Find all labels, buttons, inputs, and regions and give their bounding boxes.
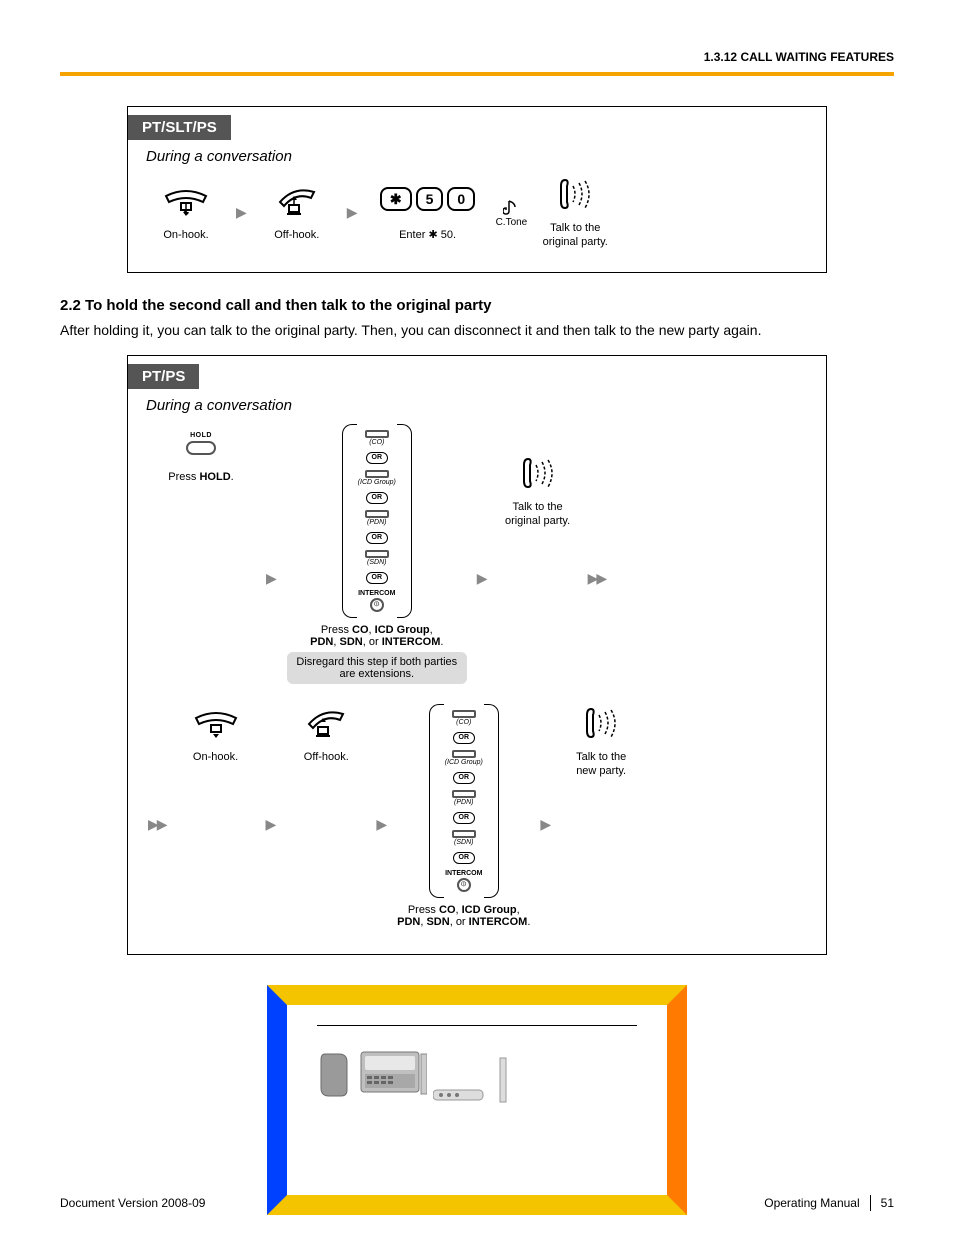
arrow-icon: ▶ xyxy=(264,570,279,587)
step-label: On-hook. xyxy=(193,750,238,764)
handset-up-icon xyxy=(301,708,351,740)
footer-divider xyxy=(870,1195,871,1211)
press-co-label: Press CO, ICD Group,PDN, SDN, or INTERCO… xyxy=(310,624,443,648)
handset-up-icon xyxy=(272,186,322,218)
talking-handset-icon xyxy=(555,178,595,212)
arrow-icon: ▶ xyxy=(345,204,360,221)
intercom-button-icon: INTERCOM⦶ xyxy=(358,590,395,612)
header-rule xyxy=(60,72,894,76)
context-label: During a conversation xyxy=(146,397,808,414)
pdn-button-icon: (PDN) xyxy=(452,790,476,806)
hold-button-icon: HOLD xyxy=(186,432,216,455)
phone-type-tag: PT/PS xyxy=(128,364,199,389)
arrow-icon: ▶ xyxy=(264,816,279,833)
step-label: Press HOLD. xyxy=(168,470,233,484)
phone-type-tag: PT/SLT/PS xyxy=(128,115,231,140)
step-label: On-hook. xyxy=(163,228,208,242)
key-5: 5 xyxy=(416,187,444,211)
line-button-choice: (CO) OR (ICD Group) OR (PDN) OR (SDN) OR… xyxy=(429,704,499,898)
step-label: Talk to the original party. xyxy=(505,500,570,529)
handset-down-icon xyxy=(161,188,211,216)
section-number: 1.3.12 xyxy=(704,50,737,64)
talking-handset-icon xyxy=(581,707,621,741)
subsection-heading: 2.2 To hold the second call and then tal… xyxy=(60,297,894,314)
arrow-icon: ▶ xyxy=(374,816,389,833)
section-title: CALL WAITING FEATURES xyxy=(740,50,894,64)
context-label: During a conversation xyxy=(146,148,808,165)
step-talk-new: Talk to the new party. xyxy=(561,704,641,779)
pdn-button-icon: (PDN) xyxy=(365,510,389,526)
arrow-icon: ▶ xyxy=(234,204,249,221)
co-button-icon: (CO) xyxy=(365,430,389,446)
ctone-label: C.Tone xyxy=(496,217,528,228)
icd-button-icon: (ICD Group) xyxy=(445,750,483,766)
co-button-icon: (CO) xyxy=(452,710,476,726)
step-talk: Talk to the original party. xyxy=(535,175,615,250)
or-label: OR xyxy=(453,852,476,864)
step-label: Talk to the new party. xyxy=(576,750,626,779)
or-label: OR xyxy=(453,732,476,744)
page-number: 51 xyxy=(881,1196,894,1210)
or-label: OR xyxy=(453,772,476,784)
page-header: 1.3.12 CALL WAITING FEATURES xyxy=(60,50,894,72)
stand-icon xyxy=(499,1056,507,1104)
handset-down-icon xyxy=(191,710,241,738)
phone-photo-icon xyxy=(317,1044,637,1104)
step-label: Off-hook. xyxy=(274,228,319,242)
arrow-icon: ▶ xyxy=(475,570,490,587)
icd-button-icon: (ICD Group) xyxy=(358,470,396,486)
body-text: After holding it, you can talk to the or… xyxy=(60,320,894,341)
step-offhook: Off-hook. xyxy=(286,704,366,764)
arrow-icon: ▶ xyxy=(538,816,553,833)
or-label: OR xyxy=(366,572,389,584)
step-talk-original: Talk to the original party. xyxy=(498,454,578,529)
sdn-button-icon: (SDN) xyxy=(365,550,389,566)
procedure-box-2: PT/PS During a conversation HOLD Press H… xyxy=(127,355,827,955)
talking-handset-icon xyxy=(518,457,558,491)
promo-rule xyxy=(317,1025,637,1026)
promo-frame xyxy=(267,985,687,1215)
or-label: OR xyxy=(453,812,476,824)
continue-arrow-icon: ▶▶ xyxy=(586,570,608,587)
continue-arrow-icon: ▶▶ xyxy=(146,816,168,833)
doc-version: Document Version 2008-09 xyxy=(60,1196,205,1210)
note-bubble: Disregard this step if both parties are … xyxy=(287,652,467,684)
or-label: OR xyxy=(366,532,389,544)
step-label: Talk to the original party. xyxy=(543,221,608,250)
step-offhook: Off-hook. xyxy=(257,182,337,242)
press-co-label: Press CO, ICD Group,PDN, SDN, or INTERCO… xyxy=(397,904,530,928)
line-button-choice: (CO) OR (ICD Group) OR (PDN) OR (SDN) OR… xyxy=(342,424,412,618)
step-dial: ✱ 5 0 Enter ✱ 50. xyxy=(368,182,488,242)
step-label: Off-hook. xyxy=(304,750,349,764)
ctone: C.Tone xyxy=(496,197,528,228)
manual-label: Operating Manual xyxy=(764,1196,859,1210)
page-footer: Document Version 2008-09 Operating Manua… xyxy=(60,1195,894,1211)
tone-icon xyxy=(503,197,519,217)
step-hold: HOLD Press HOLD. xyxy=(146,424,256,484)
key-0: 0 xyxy=(447,187,475,211)
or-label: OR xyxy=(366,452,389,464)
sdn-button-icon: (SDN) xyxy=(452,830,476,846)
remote-icon xyxy=(433,1086,493,1104)
key-star: ✱ xyxy=(380,187,412,211)
step-onhook: On-hook. xyxy=(176,704,256,764)
step-onhook: On-hook. xyxy=(146,182,226,242)
or-label: OR xyxy=(366,492,389,504)
intercom-button-icon: INTERCOM⦶ xyxy=(445,870,482,892)
step-label: Enter ✱ 50. xyxy=(399,228,456,242)
procedure-box-1: PT/SLT/PS During a conversation On-hook.… xyxy=(127,106,827,273)
